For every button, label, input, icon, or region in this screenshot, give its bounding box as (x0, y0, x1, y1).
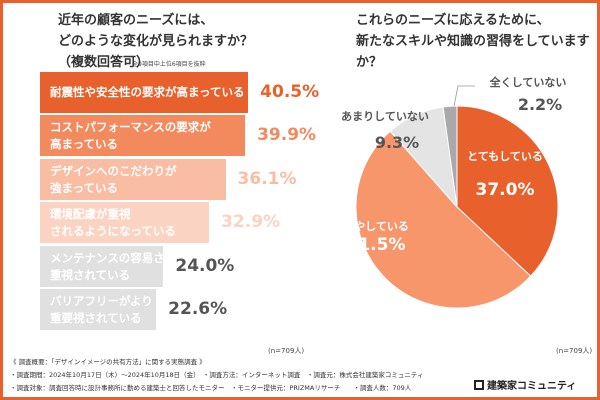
bar-chart-title: 近年の顧客のニーズには、 どのような変化が見られますか？ （複数回答可） (58, 10, 253, 73)
pie-chart-title: これらのニーズに応えるために、 新たなスキルや知識の習得をしていますか？ (356, 10, 600, 73)
title-line: （複数回答可） (58, 55, 150, 70)
pie-slice (355, 130, 532, 309)
bar-category-label: デザインへのこだわりが (50, 164, 177, 178)
bar-category-label: 強まっている (50, 181, 118, 195)
title-line: 新たなスキルや知識の習得をしていますか？ (356, 34, 590, 70)
logo-mark-icon (474, 379, 484, 390)
bar: メンテナンスの容易さが 重視されている (40, 246, 177, 287)
bar-category-label: 耐震性や安全性の要求が高まっている (50, 85, 245, 99)
bar: バリアフリーがより 重要視されている (40, 289, 157, 330)
title-line: 近年の顧客のニーズには、 (58, 13, 214, 28)
brand-logo: 建築家コミュニティ (474, 377, 576, 392)
pie-slice (442, 105, 458, 208)
bar-chart-subtitle: 全9項目中上位6項目を抜粋 (132, 61, 206, 68)
bar-category-label: 重要視されている (50, 311, 142, 325)
bar-category-label: されるようになっている (50, 224, 176, 238)
pie-value-label: 51.5% (347, 235, 406, 255)
footer-survey-period: ・調査期間：2024年10月17日（木）～2024年10月18日（金） ・調査方… (10, 371, 424, 379)
pie-slice-label: とてもしている (467, 150, 543, 163)
pie-slice-label: あまりしていない (341, 110, 429, 123)
pie-slice-label: 全くしていない (489, 75, 567, 89)
bar: コストパフォーマンスの要求が 高まっている (40, 115, 246, 156)
bar-value-label: 32.9% (221, 212, 281, 232)
bar-value-label: 36.1% (237, 169, 297, 189)
pie-slice (456, 105, 559, 277)
bar: デザインへのこだわりが 強まっている (40, 159, 226, 200)
bar-category-label: 重視されている (50, 268, 131, 282)
bar-category-label: メンテナンスの容易さが (50, 251, 177, 265)
bar-value-label: 39.9% (257, 125, 317, 145)
bar-category-label: コストパフォーマンスの要求が (50, 120, 211, 134)
bar-value-label: 24.0% (175, 256, 235, 276)
title-line: これらのニーズに応えるために、 (356, 13, 550, 28)
pie-value-label: 37.0% (476, 180, 535, 200)
pie-slice-label: ややしている (343, 220, 409, 233)
bar-category-label: バリアフリーがより (50, 294, 153, 308)
pie-value-label: 9.3% (375, 133, 419, 152)
bar-category-label: 高まっている (50, 137, 118, 151)
pie-sample-size: (n=709人) (556, 347, 593, 355)
footer-survey-target: ・調査対象：調査回答時に設計事務所に勤める建築士と回答したモニター ・モニター提… (10, 384, 412, 392)
leader-line (453, 85, 475, 107)
bar-sample-size: (n=709人) (268, 347, 305, 355)
footer-survey-title: 《 調査概要：「デザインイメージの共有方法」に関する実態調査 》 (10, 358, 206, 366)
title-line: どのような変化が見られますか？ (58, 34, 254, 49)
bar: 環境配慮が重視されるようになっている (40, 202, 210, 243)
logo-text: 建築家コミュニティ (487, 381, 577, 392)
bar-category-label: 環境配慮が重視 (50, 207, 131, 221)
pie-value-label: 2.2% (518, 95, 562, 114)
bar-value-label: 22.6% (168, 299, 228, 319)
bar: 耐震性や安全性の要求が高まっている (40, 72, 249, 113)
bar-value-label: 40.5% (260, 82, 320, 102)
